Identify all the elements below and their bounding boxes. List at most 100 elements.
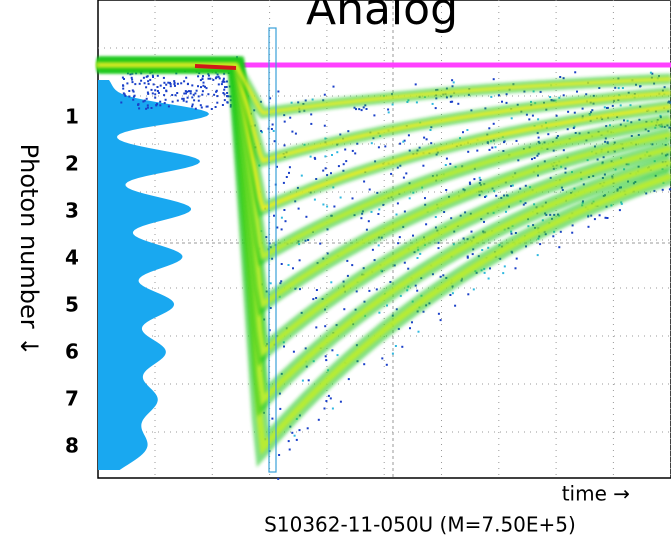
dot — [562, 94, 565, 97]
dot — [171, 94, 174, 96]
dot — [184, 90, 187, 93]
dot — [457, 102, 460, 105]
dot — [317, 418, 320, 421]
dot — [416, 257, 419, 259]
dot — [396, 202, 399, 205]
dot — [322, 203, 325, 206]
dot — [450, 217, 453, 220]
dot — [487, 277, 490, 280]
dot — [315, 326, 318, 329]
dot — [298, 259, 301, 262]
photon-number: 3 — [65, 199, 79, 223]
dot — [329, 397, 332, 400]
traces — [98, 56, 671, 468]
dot — [598, 87, 601, 89]
dot — [197, 85, 199, 88]
dot — [131, 72, 134, 75]
dot — [449, 100, 452, 103]
dot — [220, 83, 223, 86]
dot — [122, 87, 125, 90]
dot — [414, 284, 417, 287]
dot — [515, 257, 518, 260]
dot — [617, 87, 620, 90]
dot — [342, 169, 345, 172]
dot — [347, 378, 350, 381]
dot — [591, 109, 594, 112]
dot — [325, 400, 328, 402]
dot — [505, 93, 508, 96]
dot — [280, 280, 283, 283]
dot — [449, 294, 452, 296]
dot — [370, 142, 373, 145]
dot — [412, 234, 414, 237]
dot — [355, 290, 358, 293]
dot — [290, 101, 293, 104]
dot — [406, 101, 409, 103]
dot — [171, 100, 174, 103]
dot — [398, 236, 401, 239]
dot — [547, 133, 550, 136]
dot — [561, 189, 564, 191]
dot — [510, 185, 513, 187]
dot — [585, 93, 588, 96]
dot — [202, 75, 204, 78]
dot — [313, 198, 316, 201]
dot — [227, 95, 230, 98]
dot — [130, 76, 133, 79]
dot — [173, 81, 176, 84]
dot — [422, 310, 425, 313]
dot — [324, 155, 327, 158]
dot — [140, 72, 143, 75]
dot — [330, 281, 333, 284]
dot — [159, 84, 162, 87]
dot — [407, 134, 410, 137]
dot — [147, 82, 150, 85]
dot — [425, 223, 428, 226]
dot — [511, 184, 514, 187]
dot — [391, 352, 394, 355]
dot — [539, 243, 542, 246]
dot — [276, 165, 278, 168]
dot — [470, 230, 473, 233]
dot — [417, 330, 420, 333]
dot — [606, 107, 608, 109]
dot — [142, 100, 145, 103]
dot — [567, 110, 570, 113]
dot — [200, 86, 202, 89]
dot — [307, 239, 310, 241]
dot — [310, 122, 313, 125]
dot — [324, 167, 327, 170]
dot — [183, 80, 186, 83]
dot — [288, 166, 291, 169]
dot — [346, 274, 349, 277]
dot — [284, 220, 287, 223]
dot — [336, 151, 339, 154]
dot — [502, 272, 505, 275]
dot — [132, 95, 135, 98]
dot — [603, 106, 606, 109]
dot — [399, 294, 402, 297]
dot — [159, 104, 162, 107]
photon-number: 1 — [65, 105, 79, 129]
dot — [126, 82, 129, 85]
dot — [152, 83, 155, 86]
dot — [134, 83, 137, 86]
dot — [395, 308, 398, 311]
dot — [487, 246, 490, 249]
dot — [618, 209, 621, 212]
dot — [152, 76, 154, 78]
dot — [202, 81, 205, 84]
dot — [143, 82, 146, 85]
photon-number-labels: 1 2 3 4 5 6 7 8 — [65, 105, 79, 458]
dot — [503, 140, 506, 143]
dot — [222, 77, 225, 80]
dot — [279, 282, 282, 285]
photon-number: 8 — [65, 434, 79, 458]
dot — [462, 131, 464, 134]
dot — [299, 288, 301, 291]
dot — [217, 83, 220, 86]
dot — [201, 78, 204, 80]
dot — [268, 242, 271, 245]
dot — [555, 114, 558, 117]
dot — [377, 244, 380, 247]
